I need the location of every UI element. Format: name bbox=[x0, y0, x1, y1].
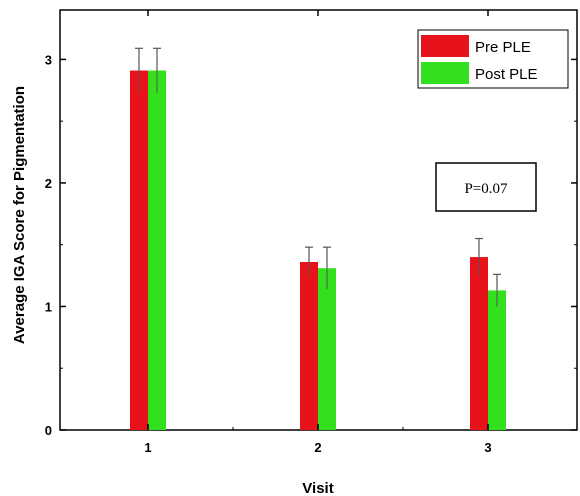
bar-pre-visit-2 bbox=[300, 262, 318, 430]
bar-pre-visit-3 bbox=[470, 257, 488, 430]
error-bars bbox=[135, 47, 501, 307]
legend-swatch-post bbox=[421, 62, 469, 84]
bar-post-visit-3 bbox=[488, 290, 506, 430]
x-axis-title: Visit bbox=[302, 480, 333, 496]
bar-post-visit-1 bbox=[148, 70, 166, 430]
y-tick-label: 1 bbox=[45, 299, 52, 314]
y-tick-label: 0 bbox=[45, 423, 52, 438]
p-value-annotation: P=0.07 bbox=[435, 162, 537, 212]
p-value-box bbox=[435, 162, 537, 212]
y-tick-label: 2 bbox=[45, 176, 52, 191]
y-axis-title: Average IGA Score for Pigmentation bbox=[11, 86, 28, 344]
p-value-text: P=0.07 bbox=[464, 181, 508, 197]
bars bbox=[130, 70, 506, 430]
legend: Pre PLE Post PLE bbox=[417, 29, 569, 89]
y-axis-ticks: 0 1 2 3 bbox=[45, 52, 577, 438]
x-tick-label: 2 bbox=[314, 440, 321, 455]
y-tick-label: 3 bbox=[45, 52, 52, 67]
legend-label-pre: Pre PLE bbox=[475, 39, 531, 56]
legend-label-post: Post PLE bbox=[475, 66, 538, 83]
bar-pre-visit-1 bbox=[130, 70, 148, 430]
x-tick-label: 1 bbox=[144, 440, 151, 455]
bar-post-visit-2 bbox=[318, 268, 336, 430]
legend-swatch-pre bbox=[421, 35, 469, 57]
x-tick-label: 3 bbox=[484, 440, 491, 455]
x-axis-ticks: 1 2 3 bbox=[144, 10, 492, 455]
